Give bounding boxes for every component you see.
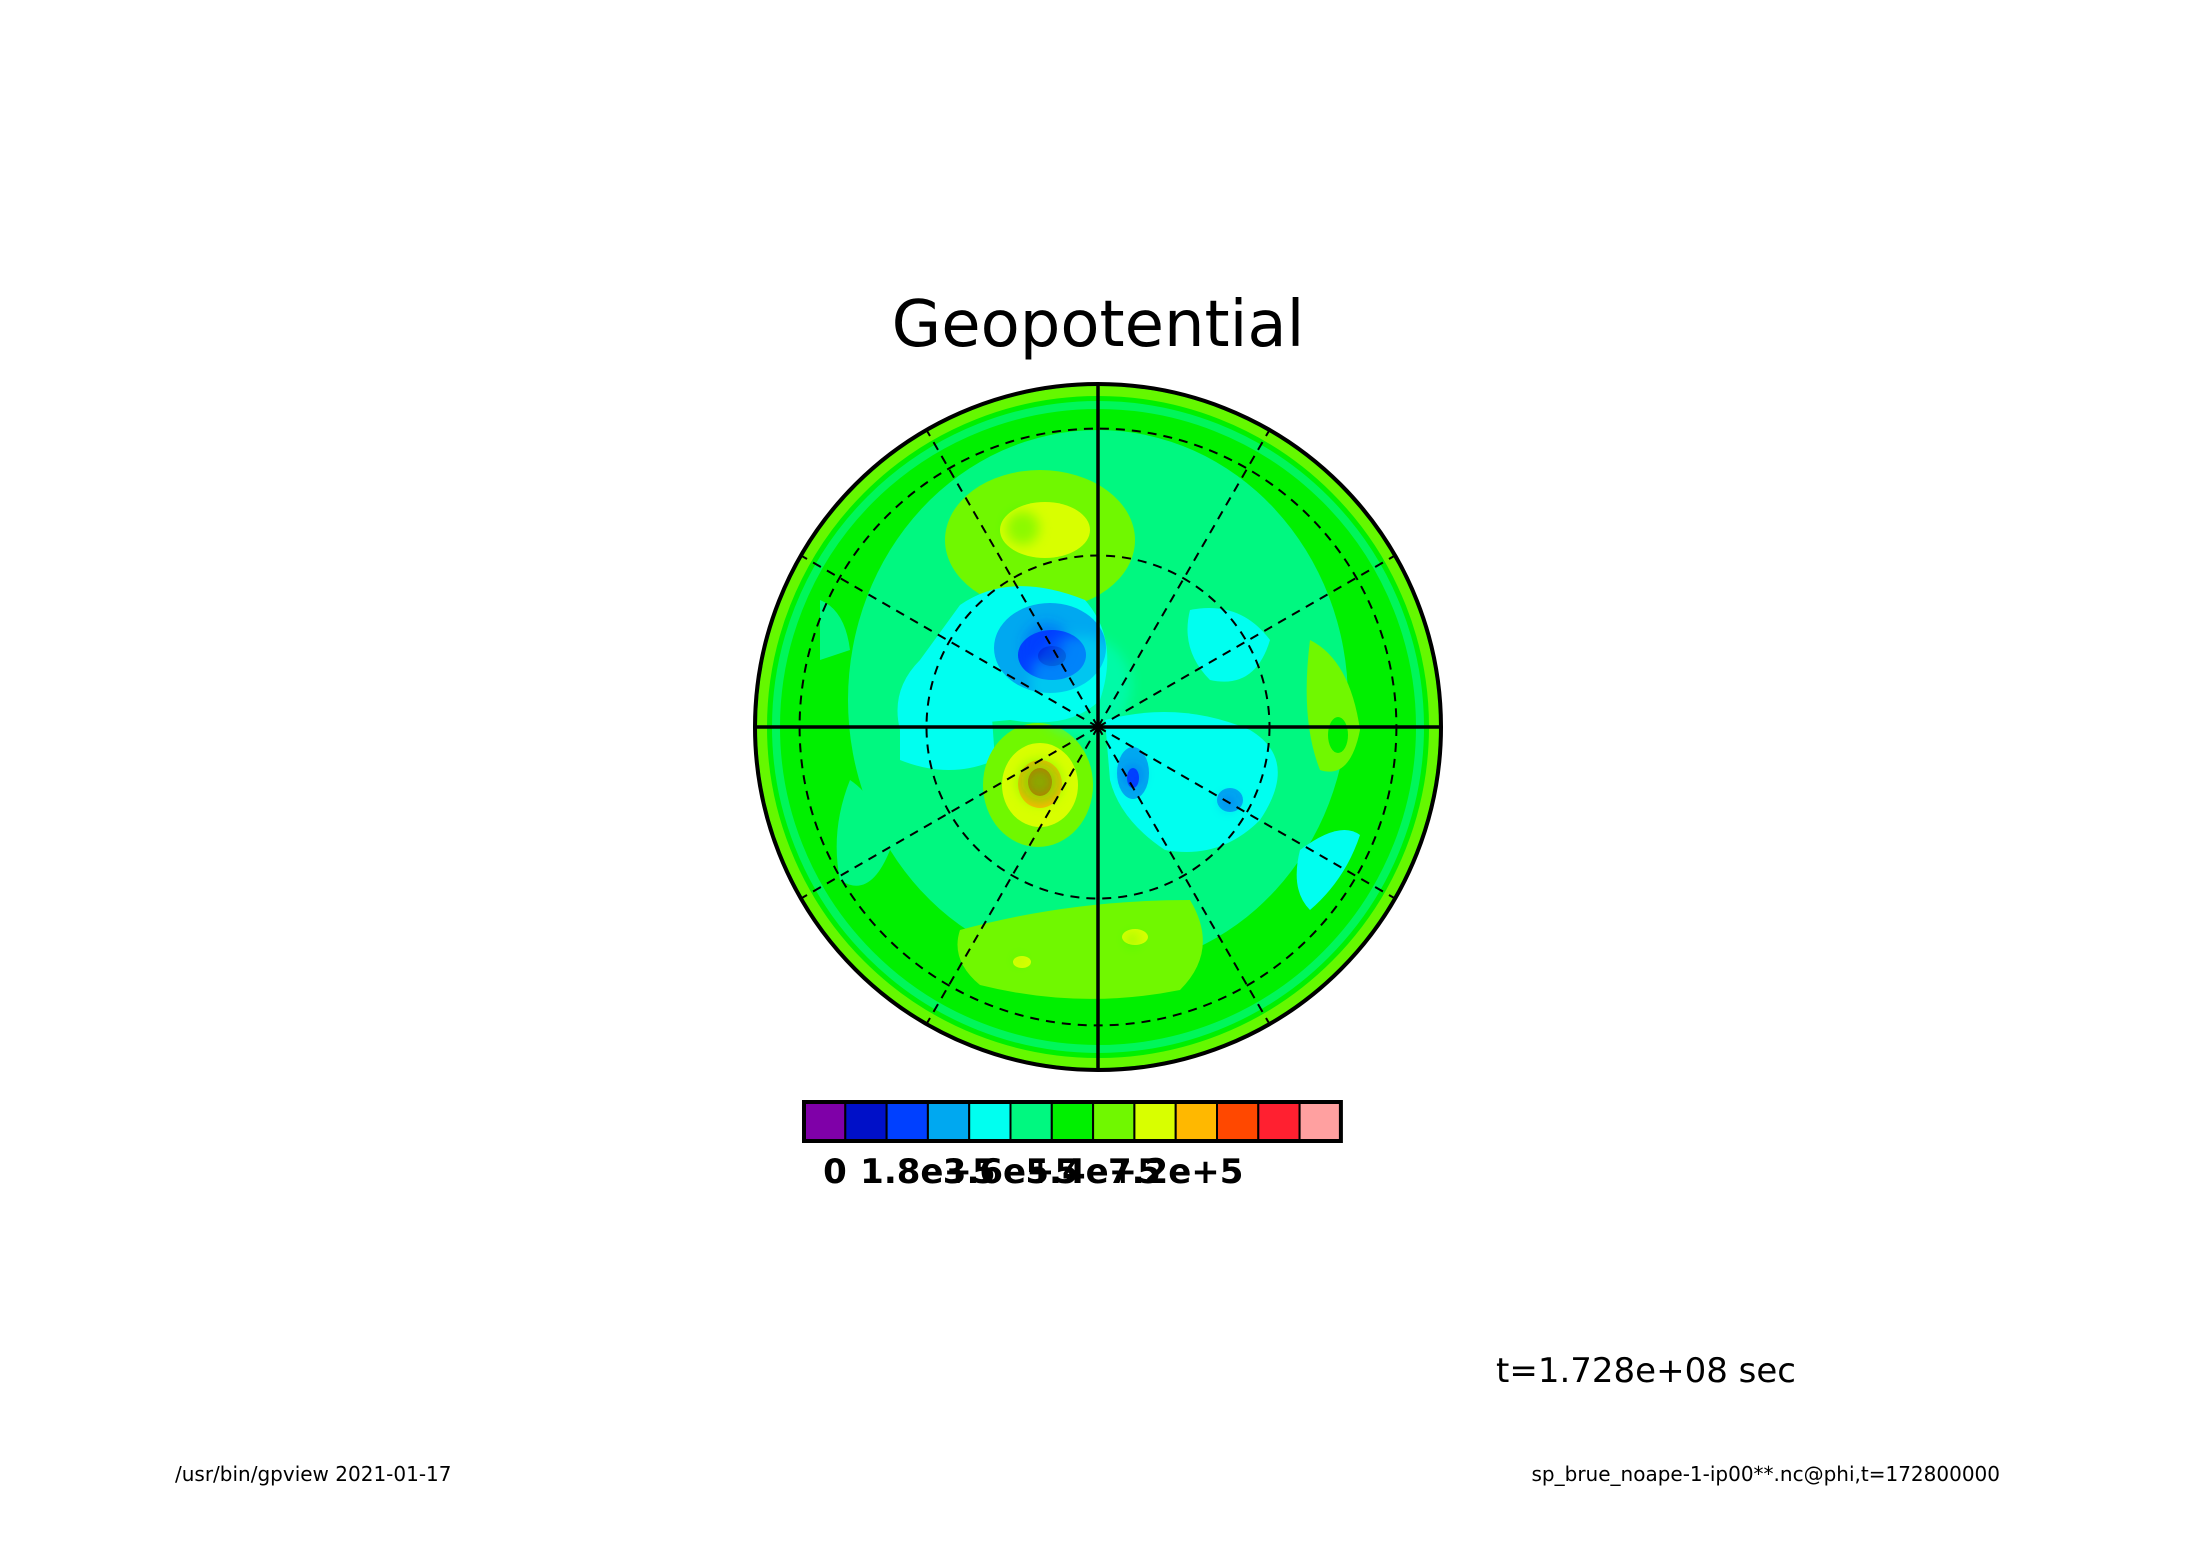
time-label: t=1.728e+08 sec (1496, 1351, 1796, 1391)
colorbar-tick-label-4: 7.2e+5 (1108, 1152, 1243, 1192)
colorbar-tick-label-1: 1.8e+5 (860, 1152, 995, 1192)
colorbar-swatch-9 (1174, 1101, 1218, 1142)
colorbar-tick-label-0: 0 (823, 1152, 847, 1192)
colorbar-frame (802, 1100, 1343, 1143)
colorbar-swatch-6 (1050, 1101, 1095, 1142)
colorbar-swatch-1 (844, 1101, 888, 1142)
colorbar-swatch-4 (968, 1101, 1012, 1142)
colorbar-swatch-2 (885, 1101, 929, 1142)
plot-boundary (753, 382, 1443, 1072)
polar-plot (753, 382, 1443, 1072)
colorbar-swatch-5 (1009, 1101, 1053, 1142)
field-feature-10 (1015, 956, 1023, 964)
footer-left: /usr/bin/gpview 2021-01-17 (175, 1462, 452, 1486)
colorbar-swatch-8 (1133, 1101, 1177, 1142)
field-feature-7 (1122, 765, 1142, 785)
colorbar-swatch-3 (926, 1101, 971, 1142)
chart-title: Geopotential (892, 288, 1305, 362)
field-feature-4 (1047, 652, 1060, 665)
field-feature-1 (1005, 511, 1040, 545)
footer-right: sp_brue_noape-1-ip00**.nc@phi,t=17280000… (1532, 1462, 2000, 1486)
colorbar-swatch-7 (1092, 1101, 1136, 1142)
polar-grid (755, 384, 1441, 1070)
field-feature-9 (1126, 933, 1139, 946)
field-feature-6 (1018, 760, 1062, 804)
colorbar-swatch-12 (1298, 1101, 1342, 1142)
colorbar-tick-label-3: 5.4e+5 (1025, 1152, 1160, 1192)
colorbar-swatch-0 (803, 1101, 847, 1142)
colorbar-swatch-10 (1216, 1101, 1260, 1142)
colorbar-swatch-11 (1257, 1101, 1301, 1142)
colorbar: 0 1.8e+53.6e+55.4e+57.2e+5 (802, 1100, 1343, 1192)
colorbar-tick-label-2: 3.6e+5 (943, 1152, 1078, 1192)
